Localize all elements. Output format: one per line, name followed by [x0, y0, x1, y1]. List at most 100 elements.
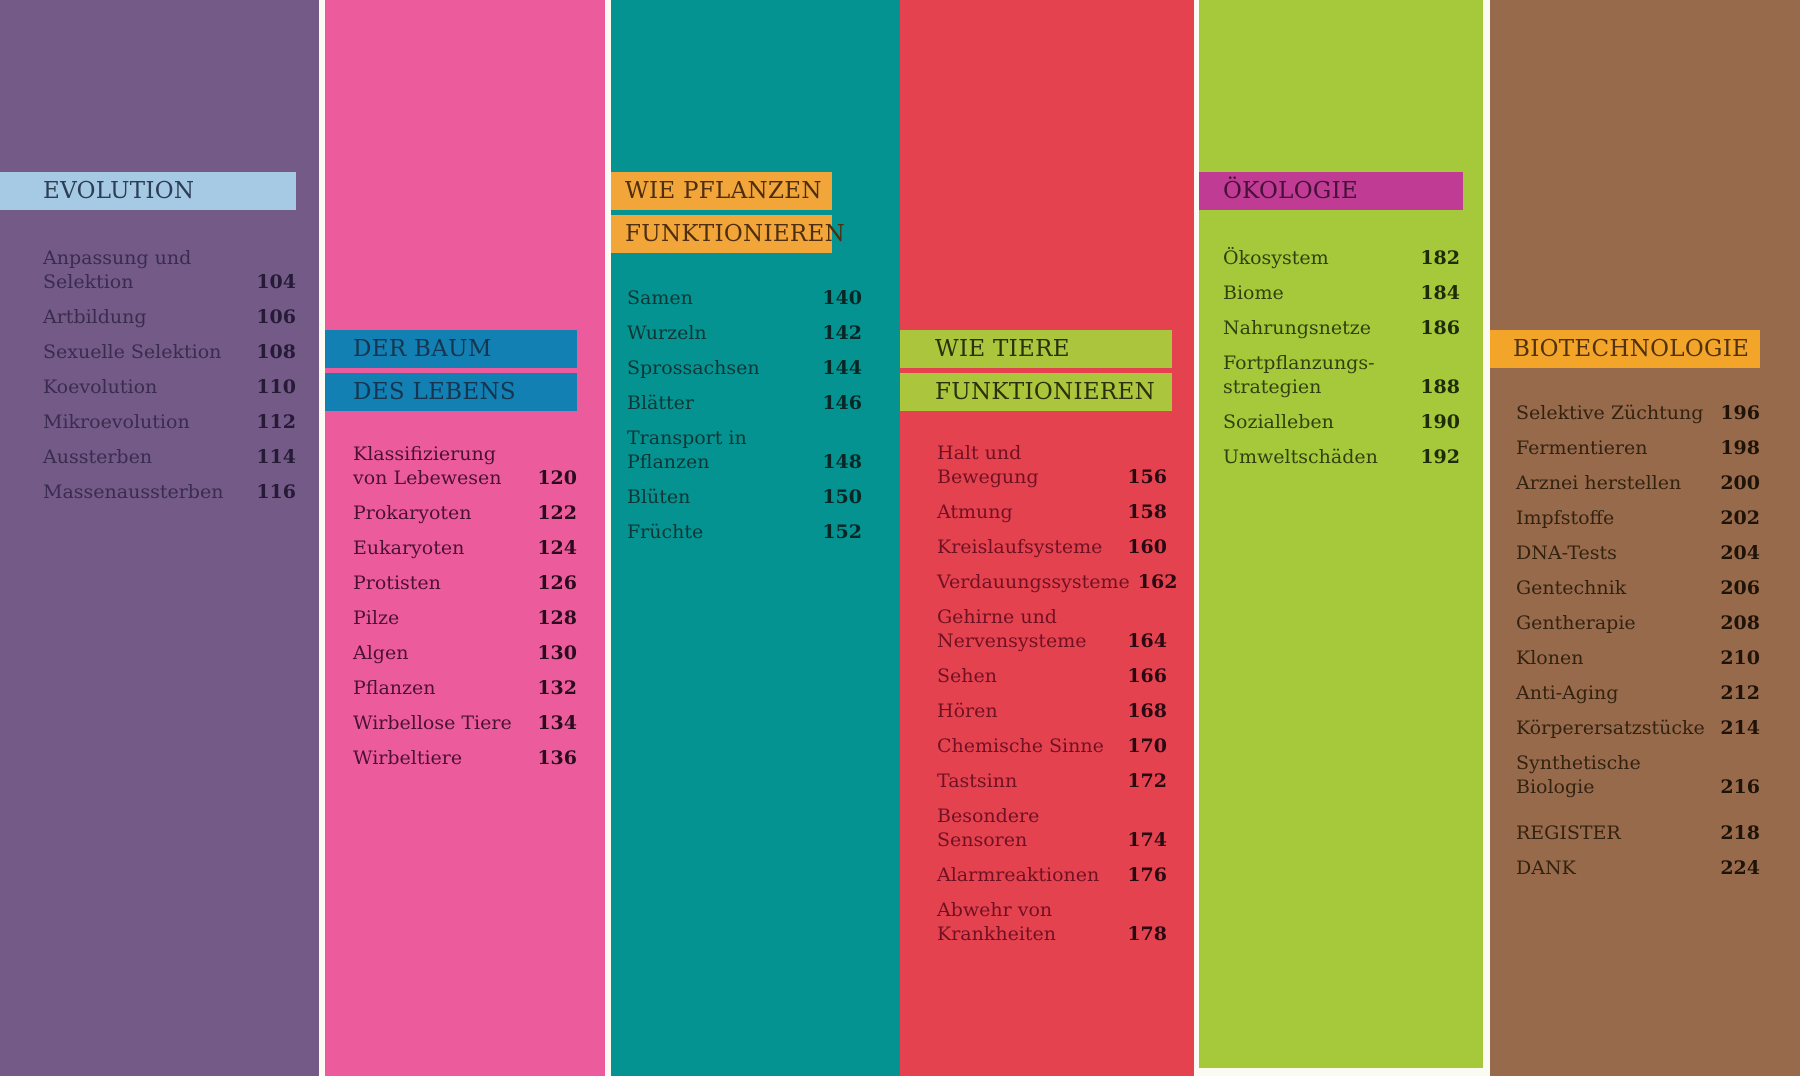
- entry-page-number: 158: [1127, 501, 1167, 523]
- toc-entry: Blüten 150: [627, 485, 862, 509]
- entry-page-number: 188: [1420, 376, 1460, 398]
- toc-entry: Protisten 126: [353, 571, 577, 595]
- entry-page-number: 108: [256, 341, 296, 363]
- entry-title: Arznei herstellen: [1516, 472, 1682, 494]
- toc-entry: Wirbellose Tiere 134: [353, 711, 577, 735]
- toc-entry: Sexuelle Selektion 108: [43, 340, 296, 364]
- section-header: WIE PFLANZEN FUNKTIONIEREN: [611, 172, 900, 258]
- entry-list: Samen 140 Wurzeln 142 Sprossachsen 144 B…: [611, 286, 900, 555]
- entry-title: Körperersatzstücke: [1516, 717, 1705, 739]
- entry-page-number: 186: [1420, 317, 1460, 339]
- entry-title: Früchte: [627, 521, 704, 543]
- entry-page-number: 198: [1720, 437, 1760, 459]
- entry-page-number: 192: [1420, 446, 1460, 468]
- entry-title: Halt und Bewegung: [937, 442, 1039, 488]
- toc-entry: Synthetische Biologie 216: [1516, 751, 1760, 799]
- section-title-band: DES LEBENS: [325, 373, 577, 411]
- entry-title: Sehen: [937, 665, 997, 687]
- entry-title: Wurzeln: [627, 322, 707, 344]
- entry-page-number: 216: [1720, 776, 1760, 798]
- section-title-band: FUNKTIONIEREN: [900, 373, 1172, 411]
- entry-page-number: 110: [256, 376, 296, 398]
- entry-page-number: 128: [537, 607, 577, 629]
- toc-entry: Gentechnik 206: [1516, 576, 1760, 600]
- entry-title: Sozialleben: [1223, 411, 1334, 433]
- entry-title: Sexuelle Selektion: [43, 341, 222, 363]
- toc-column-wie-tiere-funktionieren: WIE TIERE FUNKTIONIEREN Halt und Bewegun…: [900, 0, 1194, 1076]
- toc-entry: Artbildung 106: [43, 305, 296, 329]
- toc-entry: Wurzeln 142: [627, 321, 862, 345]
- toc-entry: Halt und Bewegung 156: [937, 441, 1167, 489]
- entry-title: Blüten: [627, 486, 691, 508]
- entry-title: Aussterben: [43, 446, 153, 468]
- entry-page-number: 200: [1720, 472, 1760, 494]
- entry-page-number: 202: [1720, 507, 1760, 529]
- entry-page-number: 164: [1127, 630, 1167, 652]
- entry-title: Artbildung: [43, 306, 147, 328]
- toc-column-der-baum-des-lebens: DER BAUM DES LEBENS Klassifizierung von …: [325, 0, 605, 1076]
- entry-title: Fortpflanzungs- strategien: [1223, 352, 1375, 398]
- entry-page-number: 114: [256, 446, 296, 468]
- toc-entry: Chemische Sinne 170: [937, 734, 1167, 758]
- entry-title: Prokaryoten: [353, 502, 472, 524]
- toc-entry: Anti-Aging 212: [1516, 681, 1760, 705]
- toc-entry: Klassifizierung von Lebewesen 120: [353, 442, 577, 490]
- entry-title: Transport in Pflanzen: [627, 427, 747, 473]
- entry-page-number: 130: [537, 642, 577, 664]
- toc-entry: Kreislaufsysteme 160: [937, 535, 1167, 559]
- entry-title: Wirbeltiere: [353, 747, 463, 769]
- entry-page-number: 142: [822, 322, 862, 344]
- entry-list: Klassifizierung von Lebewesen 120 Prokar…: [325, 442, 605, 781]
- entry-page-number: 206: [1720, 577, 1760, 599]
- entry-page-number: 176: [1127, 864, 1167, 886]
- toc-entry: Verdauungssysteme 162: [937, 570, 1177, 594]
- entry-page-number: 184: [1420, 282, 1460, 304]
- entry-page-number: 140: [822, 287, 862, 309]
- entry-title: Verdauungssysteme: [937, 571, 1130, 593]
- entry-title: Alarmreaktionen: [937, 864, 1100, 886]
- entry-title: Kreislaufsysteme: [937, 536, 1103, 558]
- entry-page-number: 168: [1127, 700, 1167, 722]
- entry-page-number: 196: [1720, 402, 1760, 424]
- entry-title: Pflanzen: [353, 677, 436, 699]
- toc-entry: Pflanzen 132: [353, 676, 577, 700]
- entry-title: Gentechnik: [1516, 577, 1627, 599]
- section-title-band: BIOTECHNOLOGIE: [1490, 330, 1760, 368]
- entry-page-number: 210: [1720, 647, 1760, 669]
- toc-entry: Aussterben 114: [43, 445, 296, 469]
- section-header: BIOTECHNOLOGIE: [1490, 330, 1800, 373]
- entry-list: Halt und Bewegung 156 Atmung 158 Kreisla…: [900, 441, 1194, 957]
- entry-list: Selektive Züchtung 196 Fermentieren 198 …: [1490, 401, 1800, 810]
- toc-entry: Mikroevolution 112: [43, 410, 296, 434]
- entry-page-number: 104: [256, 271, 296, 293]
- toc-entry: DNA-Tests 204: [1516, 541, 1760, 565]
- toc-column-evolution: EVOLUTION Anpassung und Selektion 104 Ar…: [0, 0, 319, 1076]
- entry-page-number: 166: [1127, 665, 1167, 687]
- entry-title: Massenaussterben: [43, 481, 224, 503]
- toc-column-oekologie: ÖKOLOGIE Ökosystem 182 Biome 184 Nahrung…: [1199, 0, 1483, 1068]
- entry-title: Gentherapie: [1516, 612, 1636, 634]
- entry-title: Blätter: [627, 392, 694, 414]
- toc-entry: REGISTER 218: [1516, 821, 1760, 845]
- section-header: EVOLUTION: [0, 172, 319, 215]
- entry-page-number: 170: [1127, 735, 1167, 757]
- entry-title: Umweltschäden: [1223, 446, 1378, 468]
- entry-title: Pilze: [353, 607, 400, 629]
- entry-page-number: 208: [1720, 612, 1760, 634]
- section-title-band: WIE PFLANZEN: [611, 172, 832, 210]
- entry-page-number: 132: [537, 677, 577, 699]
- toc-entry: Anpassung und Selektion 104: [43, 246, 296, 294]
- section-title: WIE PFLANZEN: [625, 178, 822, 204]
- entry-title: Biome: [1223, 282, 1284, 304]
- section-title: BIOTECHNOLOGIE: [1513, 336, 1750, 362]
- entry-title: Eukaryoten: [353, 537, 465, 559]
- entry-title: Protisten: [353, 572, 441, 594]
- entry-page-number: 146: [822, 392, 862, 414]
- section-title: DES LEBENS: [353, 379, 516, 405]
- toc-entry: Blätter 146: [627, 391, 862, 415]
- entry-title: Chemische Sinne: [937, 735, 1104, 757]
- toc-entry: Pilze 128: [353, 606, 577, 630]
- entry-title: Klonen: [1516, 647, 1584, 669]
- entry-title: Fermentieren: [1516, 437, 1648, 459]
- entry-page-number: 182: [1420, 247, 1460, 269]
